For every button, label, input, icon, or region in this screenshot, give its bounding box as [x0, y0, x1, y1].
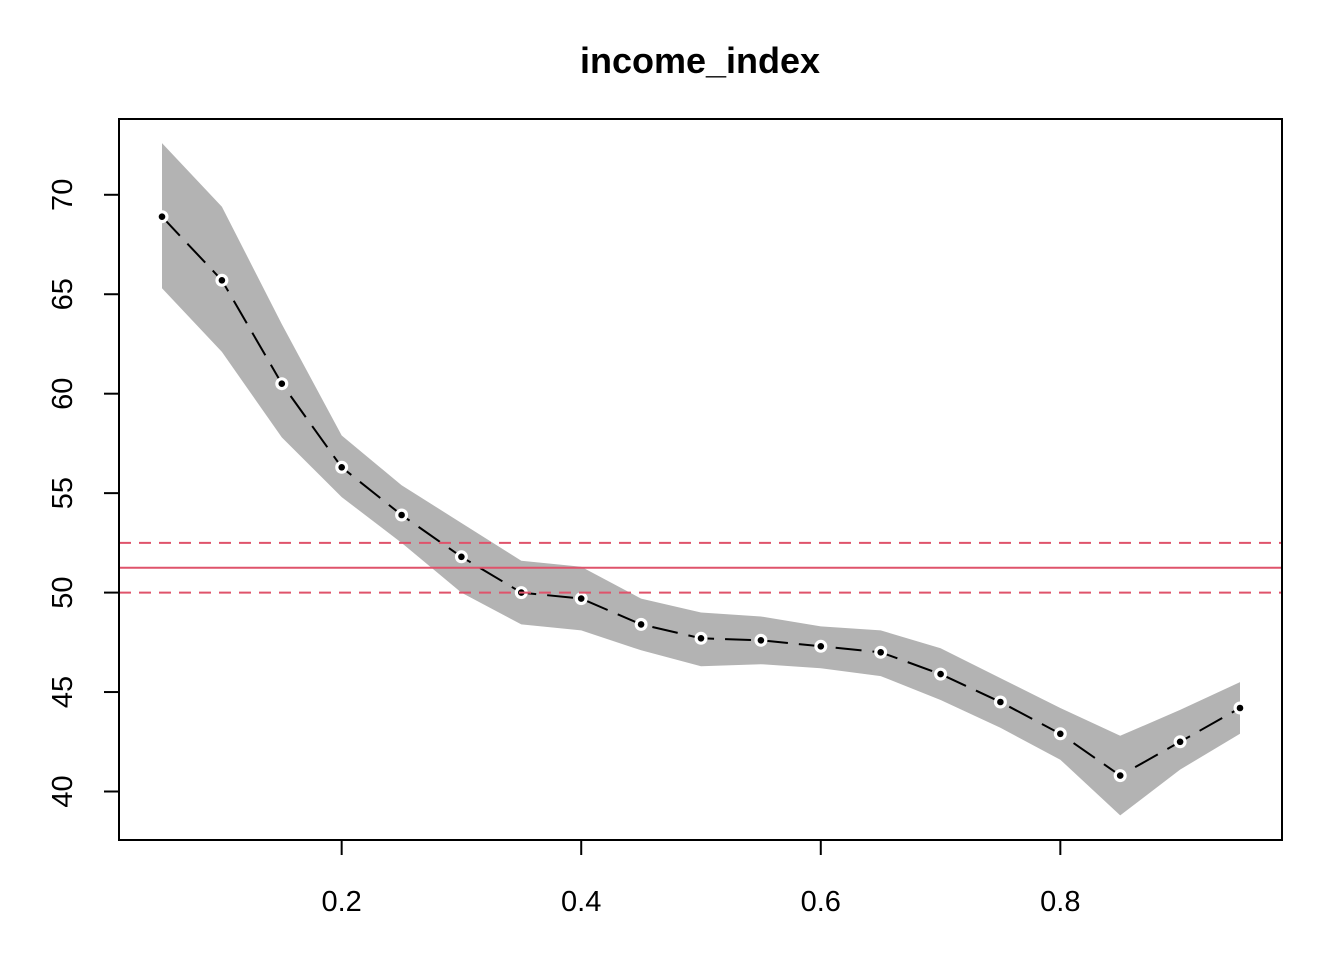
- axes: 0.2 0.4 0.6 0.8 40 45 50 55 60 65 70: [47, 179, 1081, 918]
- plot-area: [119, 143, 1282, 816]
- series-line: [161, 216, 1241, 777]
- data-point: [997, 698, 1004, 706]
- y-tick-label: 60: [47, 378, 79, 410]
- data-point: [1057, 730, 1064, 738]
- data-point: [338, 464, 346, 471]
- data-point: [817, 643, 825, 650]
- y-tick-label: 45: [47, 676, 79, 708]
- data-point: [757, 637, 765, 644]
- data-point: [398, 511, 405, 519]
- x-tick-label: 0.8: [1040, 886, 1080, 918]
- data-point: [1176, 738, 1184, 746]
- data-point: [937, 670, 944, 678]
- y-tick-label: 40: [47, 775, 79, 807]
- y-tick-label: 50: [47, 576, 79, 608]
- x-tick-label: 0.6: [801, 886, 841, 918]
- y-tick-label: 55: [47, 477, 79, 509]
- data-point: [697, 635, 705, 642]
- chart-title: income_index: [580, 40, 820, 81]
- data-point: [877, 649, 884, 656]
- x-tick-label: 0.2: [322, 886, 362, 918]
- data-point: [218, 277, 226, 284]
- confidence-band: [162, 143, 1240, 816]
- y-tick-label: 70: [47, 179, 79, 211]
- data-point: [1236, 704, 1244, 712]
- data-point: [577, 595, 585, 602]
- x-tick-label: 0.4: [561, 886, 601, 918]
- data-point: [158, 213, 166, 220]
- data-point: [278, 380, 286, 388]
- data-point: [458, 553, 465, 561]
- data-point: [1116, 772, 1124, 779]
- y-tick-label: 65: [47, 278, 79, 310]
- data-point: [637, 621, 645, 628]
